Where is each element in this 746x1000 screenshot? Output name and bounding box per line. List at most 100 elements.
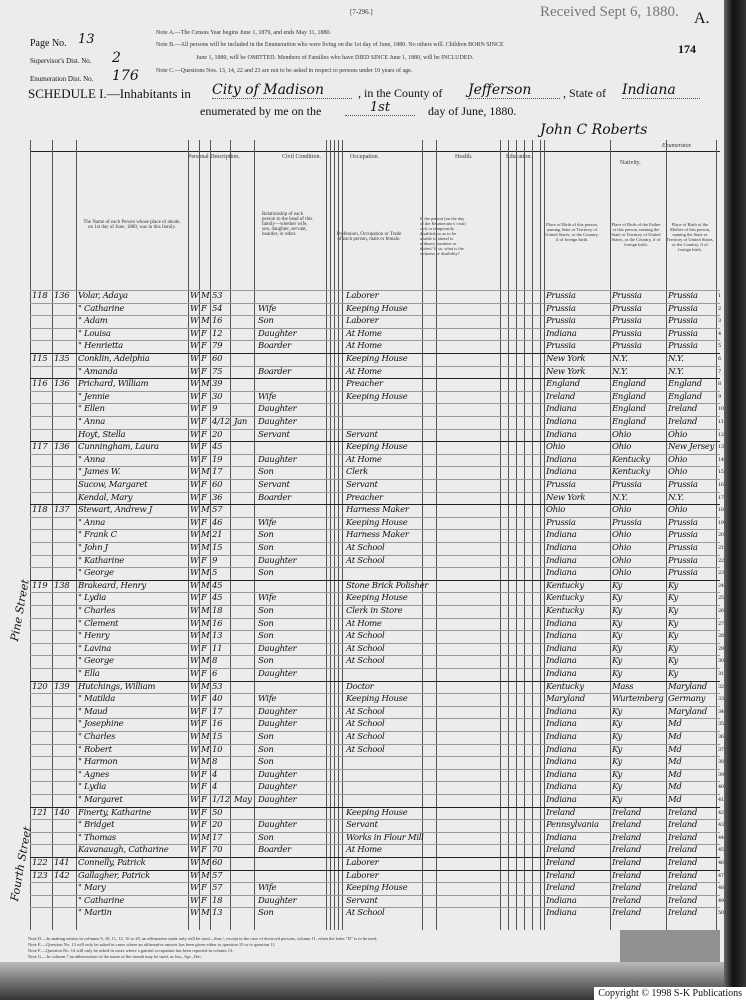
relationship: Son bbox=[258, 618, 274, 629]
age: 16 bbox=[212, 618, 223, 629]
person-name: " Frank C bbox=[78, 530, 117, 541]
birthplace: Prussia bbox=[546, 341, 576, 352]
birthplace: Prussia bbox=[546, 303, 576, 314]
father-birthplace: Ohio bbox=[612, 530, 632, 541]
father-birthplace: Ky bbox=[612, 618, 623, 629]
relationship: Daughter bbox=[258, 404, 297, 415]
occupation: Keeping House bbox=[346, 593, 408, 604]
father-birthplace: Mass bbox=[612, 681, 634, 692]
mother-birthplace: Ohio bbox=[668, 467, 688, 478]
age: 75 bbox=[212, 366, 223, 377]
relationship: Daughter bbox=[258, 454, 297, 465]
sex: M bbox=[201, 908, 210, 919]
birthplace: Indiana bbox=[546, 429, 577, 440]
person-name: " Henrietta bbox=[78, 341, 123, 352]
table-row: " George W M 5 Son Indiana Ohio Prussia 23 bbox=[30, 567, 724, 580]
person-name: Connelly, Patrick bbox=[78, 858, 146, 868]
line-number: 36 bbox=[718, 734, 724, 740]
occupation: At School bbox=[346, 656, 385, 667]
birthplace: Indiana bbox=[546, 643, 577, 654]
sex: M bbox=[201, 858, 210, 868]
birthplace: Prussia bbox=[546, 517, 576, 528]
table-row: 123 142 Gallagher, Patrick W M 57 Laborer Irela… bbox=[30, 870, 724, 883]
age: 20 bbox=[212, 820, 223, 831]
mother-birthplace: Ohio bbox=[668, 454, 688, 465]
occupation: At Home bbox=[346, 341, 382, 352]
age: 8 bbox=[212, 757, 218, 768]
color: W bbox=[190, 870, 199, 881]
table-row: " Amanda W F 75 Boarder At Home New York N.Y. N.… bbox=[30, 366, 721, 379]
table-row: " John J W M 15 Son At School Indiana Ohio Pruss… bbox=[30, 542, 724, 555]
birthplace: New York bbox=[546, 354, 586, 364]
person-name: " Ella bbox=[78, 669, 100, 679]
sex: F bbox=[201, 555, 207, 566]
birth-month: May bbox=[234, 795, 252, 805]
color: W bbox=[190, 656, 199, 667]
father-birthplace: Ky bbox=[612, 769, 623, 780]
color: W bbox=[190, 681, 199, 692]
person-name: " Henry bbox=[78, 631, 110, 642]
dwelling-number: 118 bbox=[32, 505, 48, 516]
row-rule bbox=[30, 353, 720, 354]
sex: F bbox=[201, 782, 207, 793]
mother-birthplace: Ireland bbox=[668, 883, 698, 894]
person-name: " Lydia bbox=[78, 782, 107, 793]
father-birthplace: England bbox=[612, 417, 646, 427]
person-name: " George bbox=[78, 656, 114, 667]
occupation: Preacher bbox=[346, 492, 383, 503]
header-birth-mother: Place of Birth of the Mother of this per… bbox=[666, 222, 714, 252]
color: W bbox=[190, 908, 199, 919]
color: W bbox=[190, 442, 199, 453]
age: 50 bbox=[212, 807, 223, 818]
mother-birthplace: Ireland bbox=[668, 832, 698, 843]
dwelling-number: 120 bbox=[32, 681, 48, 692]
column-rule bbox=[716, 140, 717, 930]
mother-birthplace: N.Y. bbox=[668, 366, 684, 377]
relationship: Wife bbox=[258, 593, 277, 604]
sex: F bbox=[201, 303, 207, 314]
place-name: City of Madison bbox=[212, 82, 352, 99]
row-rule bbox=[30, 907, 720, 909]
birthplace: New York bbox=[546, 366, 586, 377]
birthplace: Indiana bbox=[546, 530, 577, 541]
row-rule bbox=[30, 680, 720, 682]
birthplace: Indiana bbox=[546, 568, 577, 579]
relationship: Son bbox=[258, 832, 274, 843]
line-number: 27 bbox=[718, 620, 724, 627]
age: 60 bbox=[212, 480, 223, 490]
person-name: " Josephine bbox=[78, 719, 124, 730]
family-number: 142 bbox=[54, 870, 70, 881]
color: W bbox=[190, 404, 199, 415]
sex: F bbox=[201, 366, 207, 377]
person-name: Stewart, Andrew J bbox=[78, 505, 152, 516]
line-number: 19 bbox=[718, 519, 724, 526]
person-name: " Maud bbox=[78, 706, 108, 717]
person-name: " Catharine bbox=[78, 895, 125, 906]
person-name: " Anna bbox=[78, 417, 105, 427]
row-rule bbox=[30, 768, 720, 770]
line-number: 34 bbox=[718, 708, 724, 715]
table-row: 120 139 Hutchings, William W M 53 Doctor Kentuc… bbox=[30, 681, 724, 694]
age: 6 bbox=[212, 669, 218, 679]
line-number: 22 bbox=[718, 557, 724, 564]
occupation: Clerk in Store bbox=[346, 606, 403, 616]
age: 4/12 bbox=[212, 417, 230, 427]
occupation: Servant bbox=[346, 820, 378, 831]
age: 19 bbox=[212, 454, 223, 465]
row-rule bbox=[30, 831, 720, 833]
age: 12 bbox=[212, 328, 223, 339]
scan-right-edge bbox=[724, 0, 746, 1000]
line-number: 16 bbox=[718, 482, 724, 488]
occupation: Keeping House bbox=[346, 303, 408, 314]
row-rule bbox=[30, 504, 720, 506]
row-rule bbox=[30, 567, 720, 569]
age: 17 bbox=[212, 832, 223, 843]
column-rule bbox=[436, 140, 437, 930]
birthplace: Indiana bbox=[546, 832, 577, 843]
father-birthplace: N.Y. bbox=[612, 366, 628, 377]
color: W bbox=[190, 391, 199, 402]
footnote: Note F.—Question No. 14 will only be ask… bbox=[28, 948, 234, 953]
note-c: Note C.—Questions Nos. 13, 14, 22 and 23… bbox=[156, 68, 413, 74]
relationship: Servant bbox=[258, 429, 290, 440]
relationship: Daughter bbox=[258, 795, 297, 805]
